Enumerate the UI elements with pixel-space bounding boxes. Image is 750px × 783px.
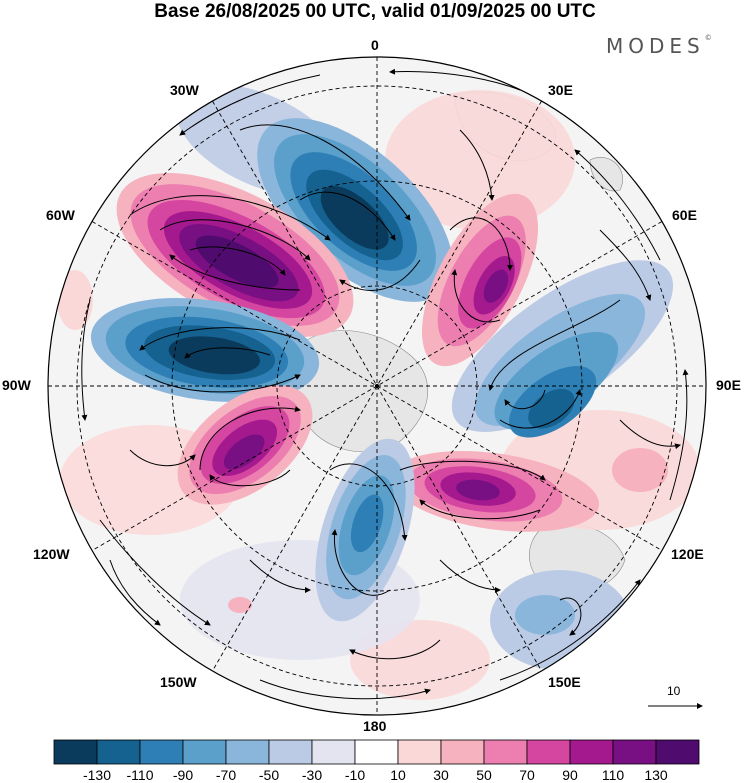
lon-label-180: 180 <box>363 718 387 734</box>
map-title: Base 26/08/2025 00 UTC, valid 01/09/2025… <box>154 1 596 22</box>
reference-vector-label: 10 <box>667 684 681 698</box>
colorbar-tick: -10 <box>344 767 366 783</box>
colorbar-swatch <box>53 739 98 765</box>
lon-label-90w: 90W <box>2 377 31 393</box>
lon-label-150w: 150W <box>160 674 197 690</box>
colorbar-swatch <box>182 739 227 765</box>
lon-label-30w: 30W <box>170 82 199 98</box>
lon-label-0: 0 <box>371 37 379 53</box>
colorbar-tick: 10 <box>390 767 406 783</box>
lon-label-30e: 30E <box>548 82 573 98</box>
colorbar-tick: 110 <box>601 767 625 783</box>
colorbar-swatch <box>225 739 270 765</box>
colorbar-tick: 50 <box>476 767 492 783</box>
modes-logo: MODES© <box>606 34 712 58</box>
colorbar-swatch <box>96 739 141 765</box>
colorbar-swatch <box>354 739 399 765</box>
lon-label-120w: 120W <box>33 546 70 562</box>
colorbar-swatch <box>268 739 313 765</box>
map-boundary <box>47 56 707 716</box>
colorbar-tick: 30 <box>433 767 449 783</box>
colorbar-tick: 90 <box>562 767 578 783</box>
colorbar-swatch <box>526 739 571 765</box>
colorbar-swatch <box>483 739 528 765</box>
colorbar-tick: -110 <box>126 767 154 783</box>
colorbar-tick: -30 <box>301 767 323 783</box>
colorbar-swatch <box>612 739 657 765</box>
lon-label-150e: 150E <box>548 674 581 690</box>
colorbar <box>53 739 700 765</box>
lon-label-120e: 120E <box>671 546 704 562</box>
colorbar-tick: -50 <box>258 767 280 783</box>
colorbar-tick: -70 <box>215 767 237 783</box>
colorbar-swatch <box>440 739 485 765</box>
wind-vectors <box>81 68 689 700</box>
colorbar-swatch <box>569 739 614 765</box>
colorbar-swatch <box>655 739 700 765</box>
pole-marker <box>375 384 379 388</box>
lon-label-60w: 60W <box>46 207 75 223</box>
lon-label-90e: 90E <box>716 377 741 393</box>
colorbar-swatch <box>311 739 356 765</box>
colorbar-tick: -90 <box>172 767 194 783</box>
colorbar-swatch <box>139 739 184 765</box>
lon-label-60e: 60E <box>672 207 697 223</box>
colorbar-tick: -130 <box>82 767 112 783</box>
colorbar-tick: 70 <box>519 767 535 783</box>
colorbar-swatch <box>397 739 442 765</box>
colorbar-tick: 130 <box>644 767 668 783</box>
